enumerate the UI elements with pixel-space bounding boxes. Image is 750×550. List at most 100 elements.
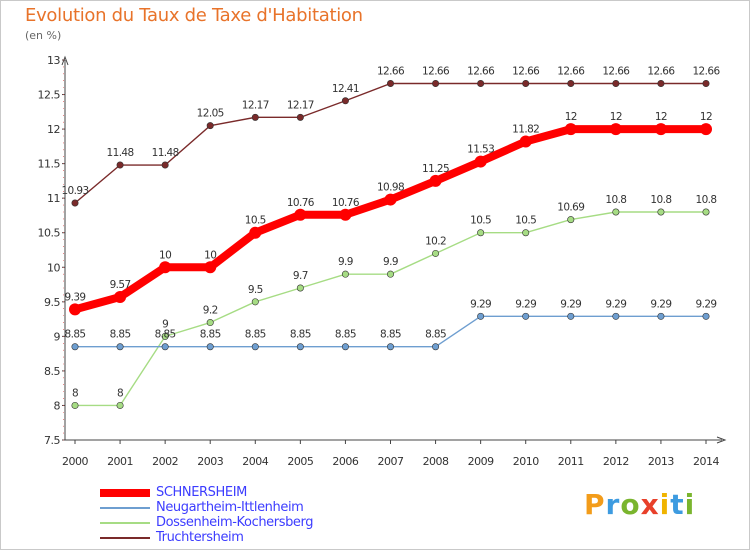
legend-swatch	[100, 522, 150, 524]
data-point	[386, 343, 394, 351]
data-label: 8.85	[425, 329, 446, 341]
y-tick-label: 11.5	[38, 158, 61, 171]
data-point	[206, 319, 214, 327]
logo-letter: P	[584, 488, 606, 521]
data-point	[657, 312, 665, 320]
data-label: 10.5	[470, 215, 491, 227]
x-tick-label: 2007	[378, 455, 404, 468]
data-label: 9.9	[338, 256, 353, 268]
data-point	[519, 135, 532, 148]
data-point	[612, 312, 620, 320]
data-label: 12.66	[467, 65, 495, 77]
data-point	[341, 97, 349, 105]
data-label: 8.85	[155, 329, 176, 341]
data-point	[71, 343, 79, 351]
data-label: 8.85	[110, 329, 131, 341]
data-label: 12.66	[377, 65, 405, 77]
data-label: 11.25	[422, 163, 449, 175]
data-point	[341, 270, 349, 278]
data-point	[612, 208, 620, 216]
data-point	[522, 79, 530, 87]
data-point	[161, 161, 169, 169]
data-point	[477, 229, 485, 237]
data-point	[386, 79, 394, 87]
data-label: 10.98	[377, 182, 404, 194]
x-tick-label: 2006	[332, 455, 358, 468]
data-point	[702, 312, 710, 320]
data-label: 8.85	[335, 329, 356, 341]
data-point	[564, 123, 577, 136]
data-point	[251, 113, 259, 121]
data-point	[159, 261, 172, 274]
data-label: 12.66	[557, 65, 585, 77]
x-tick-label: 2011	[558, 455, 584, 468]
data-point	[69, 303, 81, 316]
data-label: 10.69	[557, 202, 584, 214]
data-point	[609, 123, 622, 136]
data-label: 10.76	[332, 197, 360, 209]
x-tick-label: 2002	[152, 455, 178, 468]
data-label: 12.66	[692, 65, 720, 77]
data-label: 9.29	[650, 298, 671, 310]
data-point	[567, 79, 575, 87]
x-tick-label: 2004	[242, 455, 268, 468]
data-label: 11.48	[152, 147, 179, 159]
data-point	[341, 343, 349, 351]
data-label: 10.93	[61, 185, 88, 197]
data-point	[474, 155, 487, 168]
data-label: 11.48	[107, 147, 134, 159]
data-label: 9.57	[110, 279, 131, 291]
data-label: 12.66	[602, 65, 630, 77]
data-label: 9.29	[696, 298, 717, 310]
legend-swatch	[100, 507, 150, 509]
x-tick-label: 2012	[603, 455, 629, 468]
data-point	[71, 199, 79, 207]
data-label: 9.29	[470, 298, 491, 310]
y-axis-arrow	[61, 55, 69, 66]
data-label: 8.85	[290, 329, 311, 341]
logo-letter: o	[620, 488, 641, 521]
legend-label: Truchtersheim	[156, 530, 244, 545]
y-tick-label: 13	[47, 54, 60, 67]
data-point	[249, 226, 262, 239]
x-tick-label: 2003	[197, 455, 223, 468]
y-tick-label: 12.5	[38, 89, 61, 102]
data-point	[477, 312, 485, 320]
chart-title: Evolution du Taux de Taxe d'Habitation	[25, 5, 363, 26]
data-label: 10.8	[696, 194, 717, 206]
data-point	[161, 332, 169, 340]
data-point	[204, 261, 217, 274]
data-point	[384, 193, 397, 206]
data-point	[296, 284, 304, 292]
y-tick-label: 7.5	[44, 434, 60, 447]
y-tick-label: 8	[54, 399, 61, 412]
data-label: 11.82	[512, 124, 539, 136]
data-label: 10.76	[287, 197, 315, 209]
data-label: 12.66	[512, 65, 540, 77]
y-tick-label: 11	[47, 192, 60, 205]
x-tick-label: 2000	[62, 455, 88, 468]
data-point	[702, 79, 710, 87]
data-label: 9.5	[248, 284, 263, 296]
x-tick-label: 2009	[468, 455, 494, 468]
data-label: 12	[655, 111, 667, 123]
data-point	[294, 208, 307, 221]
data-point	[567, 216, 575, 224]
data-label: 9.29	[605, 298, 626, 310]
x-tick-label: 2014	[693, 455, 719, 468]
data-point	[477, 79, 485, 87]
y-tick-label: 9	[54, 330, 61, 343]
data-label: 9.2	[203, 305, 218, 317]
data-label: 10.2	[425, 235, 446, 247]
chart-subtitle: (en %)	[25, 29, 62, 42]
data-label: 12.05	[197, 108, 224, 120]
data-label: 10.5	[245, 215, 266, 227]
y-tick-label: 8.5	[44, 365, 60, 378]
data-point	[296, 343, 304, 351]
data-label: 9.9	[383, 256, 398, 268]
data-label: 9	[162, 318, 168, 330]
data-point	[567, 312, 575, 320]
data-point	[522, 312, 530, 320]
